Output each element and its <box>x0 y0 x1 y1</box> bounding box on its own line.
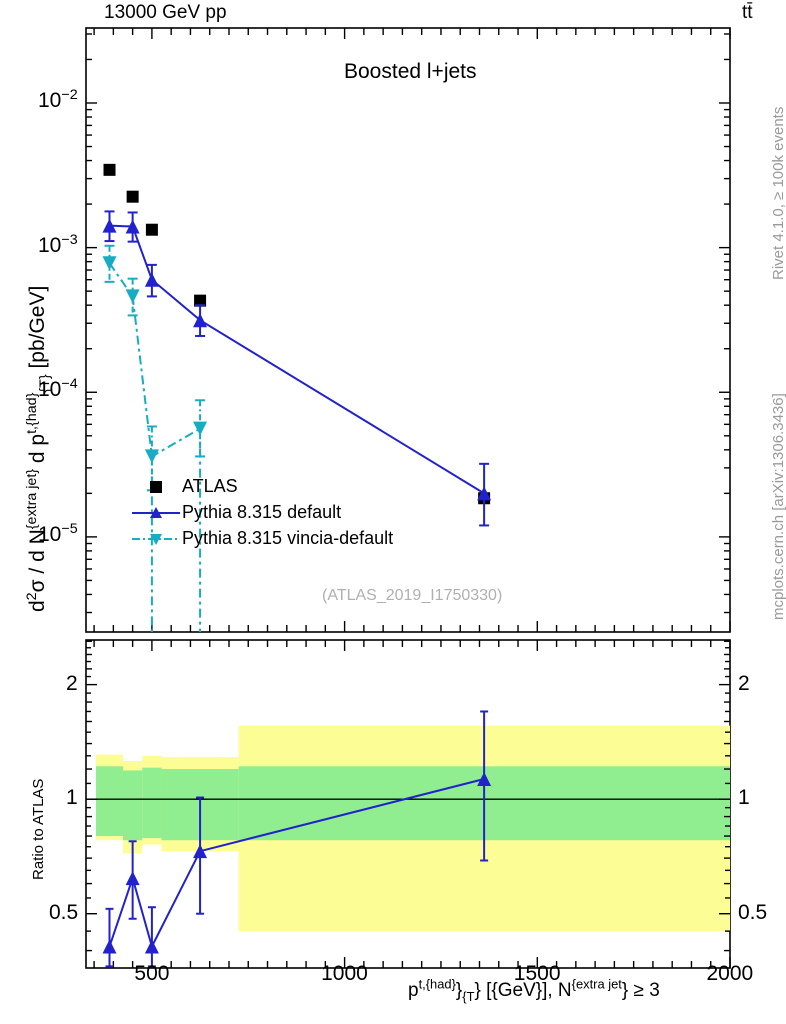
xlab-a-sup: t,{had} <box>418 976 456 992</box>
main-plot-frame <box>85 27 731 633</box>
data-marker-triangle-up[interactable] <box>477 486 492 501</box>
axis-ticks <box>86 28 731 968</box>
analysis-watermark: (ATLAS_2019_I1750330) <box>322 587 503 604</box>
y-tick-label-10−3: 10−3 <box>38 231 78 257</box>
y-tick-label-10−4: 10−4 <box>38 376 78 402</box>
x-tick-label-1500: 1500 <box>513 962 561 985</box>
y-tick-label-10−5: 10−5 <box>38 520 78 546</box>
legend-marker-square <box>150 481 162 493</box>
series-line[interactable] <box>109 224 485 495</box>
ratio-band-inner <box>142 767 162 839</box>
main-data-series[interactable] <box>102 163 492 632</box>
x-axis-label: pt,{had}}{T} [{GeV}], N{extra jet} ≥ 3 <box>408 976 660 1004</box>
data-marker-triangle-up[interactable] <box>144 939 159 954</box>
data-marker-triangle-up[interactable] <box>477 771 492 786</box>
legend-marker-line-triangle-down <box>132 534 180 545</box>
xlab-b: } <box>455 980 463 1001</box>
legend-label-atlas: ATLAS <box>182 476 238 496</box>
data-marker-triangle-up[interactable] <box>193 313 208 328</box>
data-marker-triangle-up[interactable] <box>102 939 117 954</box>
ratio-data-series[interactable] <box>102 710 492 968</box>
ratio-tick-label-right-1: 1 <box>738 786 750 810</box>
legend-label-pythia-vincia: Pythia 8.315 vincia-default <box>182 528 394 548</box>
data-marker-square[interactable] <box>103 163 116 176</box>
legend-label-pythia-default: Pythia 8.315 default <box>182 502 342 522</box>
data-marker-triangle-up[interactable] <box>125 871 140 886</box>
plot-title: Boosted l+jets <box>344 60 477 83</box>
xlab-d: } ≥ 3 <box>621 980 660 1001</box>
xlab-c: } [{GeV}], N <box>474 980 572 1001</box>
data-marker-triangle-down[interactable] <box>125 289 140 304</box>
legend-marker-line-triangle-up <box>132 507 180 518</box>
ratio-band-inner <box>96 766 123 837</box>
xlab-b-sub: {T <box>462 988 475 1004</box>
ratio-band-inner <box>122 770 143 841</box>
data-marker-triangle-up[interactable] <box>193 844 208 859</box>
data-marker-square[interactable] <box>145 223 158 236</box>
ratio-uncertainty-bands <box>96 725 730 932</box>
header-right: tt̄ <box>742 2 753 23</box>
x-tick-label-500: 500 <box>134 962 170 985</box>
ratio-tick-label-left-0.5: 0.5 <box>49 900 79 924</box>
xlab-c-sup: {extra jet <box>571 976 622 992</box>
header-left: 13000 GeV pp <box>104 2 227 23</box>
data-marker-square[interactable] <box>126 190 139 203</box>
y-tick-label-10−2: 10−2 <box>38 86 78 112</box>
data-marker-triangle-down[interactable] <box>102 256 117 271</box>
xlab-a: p <box>408 980 419 1001</box>
x-tick-label-1000: 1000 <box>321 962 368 985</box>
series-line[interactable] <box>108 262 201 459</box>
ratio-tick-label-right-0.5: 0.5 <box>738 900 768 924</box>
ratio-tick-label-right-2: 2 <box>738 671 750 695</box>
x-tick-label-2000: 2000 <box>706 962 754 985</box>
data-marker-triangle-up[interactable] <box>125 219 140 234</box>
ratio-tick-label-left-1: 1 <box>66 786 78 810</box>
data-marker-triangle-up[interactable] <box>102 218 117 233</box>
ratio-tick-label-left-2: 2 <box>66 671 78 695</box>
data-marker-square[interactable] <box>194 294 207 307</box>
data-marker-triangle-up[interactable] <box>144 272 159 287</box>
